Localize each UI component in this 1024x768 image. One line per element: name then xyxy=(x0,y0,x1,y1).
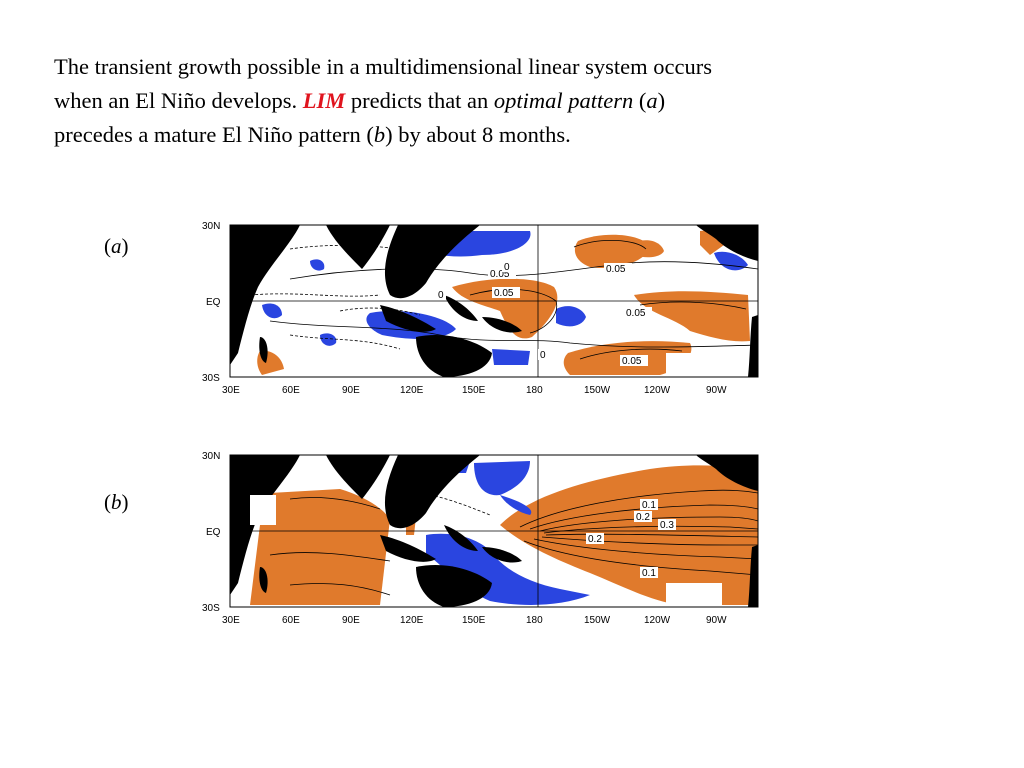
paren: ) xyxy=(121,490,129,514)
intro-line-1: The transient growth possible in a multi… xyxy=(54,54,712,79)
contour-label: 0.05 xyxy=(622,356,642,367)
x-tick-label: 90W xyxy=(706,615,727,626)
ref-a: a xyxy=(646,88,658,113)
contour-label: 0.05 xyxy=(626,308,646,319)
contour-label: 0 xyxy=(504,262,510,273)
intro-text: predicts that an xyxy=(345,88,494,113)
panel-letter: a xyxy=(111,234,122,258)
lim-term: LIM xyxy=(302,88,346,113)
y-tick-label: 30S xyxy=(202,373,220,384)
intro-paragraph: The transient growth possible in a multi… xyxy=(54,50,934,152)
contour-label: 0.2 xyxy=(636,512,650,523)
map-b-contour-labels: 0.1 0.2 0.3 0.2 0.1 xyxy=(586,499,676,579)
contour-label: 0.1 xyxy=(642,500,656,511)
map-panel-b: 0.1 0.2 0.3 0.2 0.1 30N EQ 30S 30E 60E 9… xyxy=(198,448,764,638)
map-b-land xyxy=(230,455,758,607)
paren: ) xyxy=(121,234,129,258)
paren: ( xyxy=(104,234,111,258)
x-tick-label: 180 xyxy=(526,385,543,396)
x-tick-label: 30E xyxy=(222,615,240,626)
x-tick-label: 120E xyxy=(400,385,424,396)
x-tick-label: 120E xyxy=(400,615,424,626)
contour-label: 0.05 xyxy=(490,269,510,280)
intro-line-3: precedes a mature El Niño pattern (b) by… xyxy=(54,118,934,152)
map-a-gap xyxy=(666,353,710,377)
map-a-svg: 0.05 0.05 0 0.05 0.05 0 0 0.05 30N EQ 30… xyxy=(202,221,759,396)
contour-label: 0.05 xyxy=(606,264,626,275)
x-tick-label: 90E xyxy=(342,385,360,396)
map-a-land xyxy=(230,225,758,377)
contour-label: 0 xyxy=(540,350,546,361)
contour-label: 0.1 xyxy=(642,568,656,579)
contour-label: 0.3 xyxy=(660,520,674,531)
x-tick-label: 150E xyxy=(462,615,486,626)
contour-label: 0.2 xyxy=(588,534,602,545)
intro-text: when an El Niño develops. xyxy=(54,88,303,113)
contour-label: 0.05 xyxy=(494,288,514,299)
map-b-contours xyxy=(269,489,759,596)
x-tick-label: 120W xyxy=(644,615,671,626)
y-tick-label: EQ xyxy=(206,297,221,308)
intro-line-2: when an El Niño develops. LIM predicts t… xyxy=(54,84,934,118)
x-tick-label: 120W xyxy=(644,385,671,396)
map-panel-a: 0.05 0.05 0 0.05 0.05 0 0 0.05 30N EQ 30… xyxy=(198,218,764,408)
x-tick-label: 150W xyxy=(584,385,611,396)
x-tick-label: 180 xyxy=(526,615,543,626)
x-tick-label: 90E xyxy=(342,615,360,626)
paren: ( xyxy=(104,490,111,514)
intro-text: precedes a mature El Niño pattern ( xyxy=(54,122,374,147)
intro-text: ( xyxy=(633,88,647,113)
x-tick-label: 30E xyxy=(222,385,240,396)
x-tick-label: 60E xyxy=(282,615,300,626)
map-b-frame xyxy=(229,454,759,608)
map-b-gap xyxy=(250,495,276,525)
optimal-pattern-term: optimal pattern xyxy=(493,88,634,113)
x-tick-label: 150E xyxy=(462,385,486,396)
x-tick-label: 90W xyxy=(706,385,727,396)
y-tick-label: 30N xyxy=(202,451,220,462)
map-b-x-ticks: 30E 60E 90E 120E 150E 180 150W 120W 90W xyxy=(222,615,727,626)
panel-a-label: (a) xyxy=(104,234,129,259)
intro-text: ) by about 8 months. xyxy=(385,122,571,147)
contour-label: 0 xyxy=(438,290,444,301)
map-a-contour-labels: 0.05 0.05 0 0.05 0.05 0 0 0.05 xyxy=(436,261,652,367)
y-tick-label: 30S xyxy=(202,603,220,614)
x-tick-label: 150W xyxy=(584,615,611,626)
panel-letter: b xyxy=(111,490,122,514)
x-tick-label: 60E xyxy=(282,385,300,396)
map-a-contours xyxy=(249,240,759,360)
map-a-frame xyxy=(229,224,759,378)
y-tick-label: EQ xyxy=(206,527,221,538)
map-b-gap xyxy=(666,583,722,607)
map-b-svg: 0.1 0.2 0.3 0.2 0.1 30N EQ 30S 30E 60E 9… xyxy=(202,451,759,626)
ref-b: b xyxy=(373,122,386,147)
intro-text: ) xyxy=(657,88,666,113)
panel-b-label: (b) xyxy=(104,490,129,515)
y-tick-label: 30N xyxy=(202,221,220,232)
map-a-x-ticks: 30E 60E 90E 120E 150E 180 150W 120W 90W xyxy=(222,385,727,396)
